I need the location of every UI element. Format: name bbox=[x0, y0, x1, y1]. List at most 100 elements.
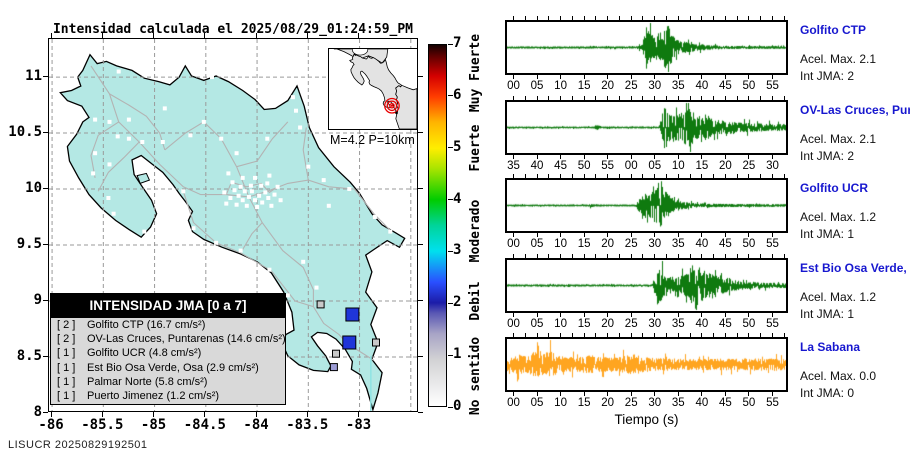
waveform-major-tick bbox=[536, 392, 538, 396]
time-tick-label: 10 bbox=[671, 160, 685, 172]
waveform-minor-tick bbox=[607, 254, 609, 258]
time-tick-label: 35 bbox=[671, 238, 685, 250]
time-tick-label: 00 bbox=[507, 80, 520, 92]
waveform-minor-tick bbox=[666, 96, 668, 100]
waveform-minor-tick bbox=[724, 174, 726, 178]
waveform-major-tick bbox=[771, 313, 773, 317]
waveform-major-tick bbox=[654, 75, 656, 79]
time-tick-row-4: 00 05 10 15 20 25 30 35 40 45 50 55 bbox=[505, 318, 788, 330]
x-axis-tick bbox=[255, 412, 257, 417]
waveform-minor-tick bbox=[630, 333, 632, 337]
time-tick-label: 05 bbox=[530, 318, 544, 330]
waveform-minor-tick bbox=[595, 16, 597, 20]
waveform-minor-tick bbox=[736, 333, 738, 337]
waveform-minor-tick bbox=[618, 16, 620, 20]
accel-max-value: Acel. Max. 1.2 bbox=[800, 290, 877, 304]
time-tick-label: 50 bbox=[577, 160, 591, 172]
waveform-minor-tick bbox=[654, 254, 656, 258]
x-axis-tick bbox=[255, 33, 257, 38]
intensity-value: [ 1 ] bbox=[57, 375, 76, 388]
legend-title: INTENSIDAD JMA [0 a 7] bbox=[51, 294, 285, 318]
x-axis-tick bbox=[101, 33, 103, 38]
legend-item: [ 1 ] Palmar Norte (5.8 cm/s²) bbox=[51, 375, 285, 389]
waveform-minor-tick bbox=[536, 16, 538, 20]
time-tick-label: 20 bbox=[718, 160, 732, 172]
waveform-major-tick bbox=[512, 392, 514, 396]
time-tick-label: 50 bbox=[742, 80, 756, 92]
waveform-major-tick bbox=[771, 392, 773, 396]
seismogram-box-1 bbox=[505, 20, 788, 75]
waveform-minor-tick bbox=[713, 96, 715, 100]
waveform-major-tick bbox=[560, 392, 562, 396]
waveform-minor-tick bbox=[642, 16, 644, 20]
waveform-minor-tick bbox=[571, 254, 573, 258]
waveform-major-tick bbox=[654, 313, 656, 317]
time-tick-label: 40 bbox=[695, 397, 709, 409]
time-tick-label: 15 bbox=[577, 80, 591, 92]
time-tick-label: 25 bbox=[742, 160, 756, 172]
waveform-minor-tick bbox=[689, 96, 691, 100]
time-tick-label: 50 bbox=[742, 397, 756, 409]
waveform-minor-tick bbox=[666, 333, 668, 337]
x-axis-tick bbox=[153, 412, 155, 417]
intensity-marker bbox=[342, 335, 357, 350]
intensity-level-label: Fuerte bbox=[468, 124, 483, 172]
waveform-minor-tick bbox=[618, 174, 620, 178]
waveform-minor-tick bbox=[548, 16, 550, 20]
y-axis-tick bbox=[418, 243, 423, 245]
colorbar-tick bbox=[448, 95, 453, 97]
y-axis-tick bbox=[418, 411, 423, 413]
time-tick-label: 00 bbox=[507, 397, 520, 409]
station-name-1: Golfito CTP bbox=[800, 23, 866, 37]
waveform-minor-tick bbox=[771, 174, 773, 178]
waveform-minor-tick bbox=[689, 333, 691, 337]
waveform-minor-tick bbox=[724, 333, 726, 337]
waveform-major-tick bbox=[560, 75, 562, 79]
intensity-marker bbox=[345, 307, 360, 322]
x-axis-tick bbox=[101, 412, 103, 417]
waveform-major-tick bbox=[701, 233, 703, 237]
station-entry: Puerto Jimenez (1.2 cm/s²) bbox=[87, 390, 220, 403]
waveform-major-tick bbox=[701, 75, 703, 79]
y-axis-tick bbox=[418, 187, 423, 189]
time-tick-label: 15 bbox=[577, 238, 591, 250]
waveform-minor-tick bbox=[724, 96, 726, 100]
waveform-minor-tick bbox=[642, 333, 644, 337]
time-tick-label: 35 bbox=[671, 318, 685, 330]
time-tick-label: 30 bbox=[648, 397, 662, 409]
waveform-minor-tick bbox=[760, 333, 762, 337]
waveform-minor-tick bbox=[524, 174, 526, 178]
magnitude-depth-label: M=4.2 P=10km bbox=[330, 133, 415, 147]
lake-nicaragua bbox=[352, 49, 369, 56]
waveform-minor-tick bbox=[536, 333, 538, 337]
waveform-major-tick bbox=[630, 313, 632, 317]
time-tick-label: 05 bbox=[530, 238, 544, 250]
waveform-major-tick bbox=[512, 233, 514, 237]
x-axis-tick bbox=[204, 412, 206, 417]
waveform-major-tick bbox=[512, 75, 514, 79]
waveform-minor-tick bbox=[783, 96, 785, 100]
waveform-minor-tick bbox=[630, 174, 632, 178]
waveform-minor-tick bbox=[724, 16, 726, 20]
waveform-minor-tick bbox=[724, 254, 726, 258]
waveform-major-tick bbox=[677, 392, 679, 396]
intensity-marker bbox=[329, 363, 338, 372]
waveform-minor-tick bbox=[595, 96, 597, 100]
time-tick-label: 25 bbox=[624, 318, 638, 330]
time-tick-row-3: 00 05 10 15 20 25 30 35 40 45 50 55 bbox=[505, 238, 788, 250]
colorbar-tick bbox=[448, 250, 453, 252]
accel-max-value: Acel. Max. 2.1 bbox=[800, 52, 877, 66]
x-axis-tick bbox=[306, 412, 308, 417]
waveform-minor-tick bbox=[736, 16, 738, 20]
waveform-major-tick bbox=[583, 233, 585, 237]
y-axis-label: 9.5 bbox=[16, 236, 42, 253]
time-tick-label: 10 bbox=[554, 80, 567, 92]
time-tick-label: 20 bbox=[601, 318, 615, 330]
intensity-level-label: Debil bbox=[468, 281, 483, 321]
intensity-level-label: No sentido bbox=[468, 336, 483, 416]
waveform-major-tick bbox=[654, 392, 656, 396]
waveform-major-tick bbox=[771, 233, 773, 237]
waveform-minor-tick bbox=[654, 333, 656, 337]
station-entry: Golfito UCR (4.8 cm/s²) bbox=[87, 347, 202, 360]
waveform-minor-tick bbox=[677, 333, 679, 337]
